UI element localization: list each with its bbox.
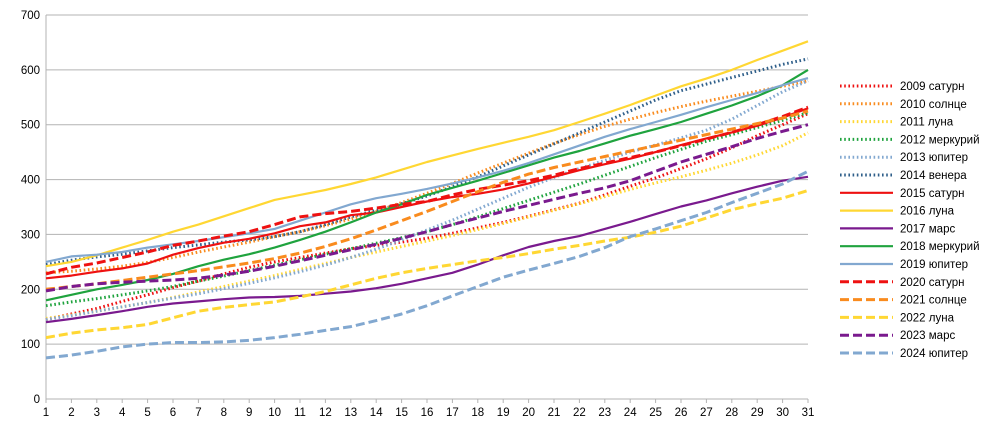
x-tick-label: 27 [700,407,713,419]
y-tick-label: 100 [21,339,40,351]
legend-label: 2018 меркурий [900,241,980,253]
axes [45,15,809,403]
x-tick-label: 8 [221,407,227,419]
series-line-3 [45,111,809,308]
x-tick-label: 31 [802,407,815,419]
x-tick-label: 24 [624,407,637,419]
x-tick-label: 10 [268,407,281,419]
x-tick-label: 3 [94,407,100,419]
series-line-15 [45,169,809,360]
x-tick-label: 22 [573,407,586,419]
legend-label: 2019 юпитер [900,259,968,271]
legend-label: 2015 сатурн [900,188,964,200]
legend-label: 2012 меркурий [900,134,980,146]
legend-label: 2022 луна [900,312,955,324]
x-tick-label: 1 [43,407,49,419]
series-lines [45,40,809,360]
x-tick-label: 13 [344,407,357,419]
legend-label: 2024 юпитер [900,348,968,360]
series-line-14 [45,123,809,293]
x-tick-label: 9 [246,407,252,419]
series-line-11 [45,105,809,276]
series-line-8 [45,175,809,324]
y-tick-label: 500 [21,120,40,132]
x-tick-label: 19 [497,407,510,419]
x-tick-label: 20 [522,407,535,419]
x-tick-label: 5 [144,407,150,419]
legend-label: 2011 луна [900,117,954,129]
series-line-7 [45,40,809,268]
y-tick-label: 200 [21,284,40,296]
x-tick-label: 26 [675,407,688,419]
y-tick-label: 400 [21,175,40,187]
y-axis-tick-labels: 0 100 200 300 400 500 600 700 [21,10,40,406]
series-line-12 [45,109,809,291]
series-line-0 [45,112,809,321]
x-tick-label: 15 [395,407,408,419]
x-tick-label: 25 [649,407,662,419]
series-line-13 [45,189,809,340]
legend-label: 2020 сатурн [900,277,964,289]
legend-label: 2021 солнце [900,295,967,307]
x-tick-label: 14 [370,407,383,419]
x-tick-label: 18 [471,407,484,419]
legend-label: 2010 солнце [900,99,967,111]
y-tick-label: 0 [34,394,40,406]
x-tick-label: 7 [195,407,201,419]
x-axis-tick-labels: 1 2 3 4 5 6 7 8 9 10 11 12 13 14 15 16 17 18 19 20 21 22 23 24 2… [43,407,815,419]
x-tick-label: 12 [319,407,332,419]
x-tick-label: 29 [751,407,764,419]
legend-label: 2023 марс [900,330,955,342]
legend: 2009 сатурн 2010 солнце 2011 луна 2012 мерк… [840,81,980,360]
x-tick-label: 16 [421,407,434,419]
x-tick-label: 2 [68,407,74,419]
y-tick-label: 600 [21,65,40,77]
legend-label: 2013 юпитер [900,152,968,164]
series-line-9 [45,68,809,302]
x-tick-label: 17 [446,407,459,419]
x-tick-label: 28 [725,407,738,419]
x-tick-label: 4 [119,407,126,419]
legend-label: 2016 луна [900,206,955,218]
legend-label: 2017 марс [900,223,955,235]
x-tick-label: 30 [776,407,789,419]
legend-label: 2009 сатурн [900,81,964,93]
x-tick-label: 21 [548,407,561,419]
legend-label: 2014 венера [900,170,967,182]
series-line-6 [45,107,809,280]
y-tick-label: 300 [21,229,40,241]
x-tick-label: 11 [294,407,306,419]
y-tick-label: 700 [21,10,40,22]
x-tick-label: 6 [170,407,176,419]
gridlines [46,14,808,400]
x-tick-label: 23 [598,407,611,419]
